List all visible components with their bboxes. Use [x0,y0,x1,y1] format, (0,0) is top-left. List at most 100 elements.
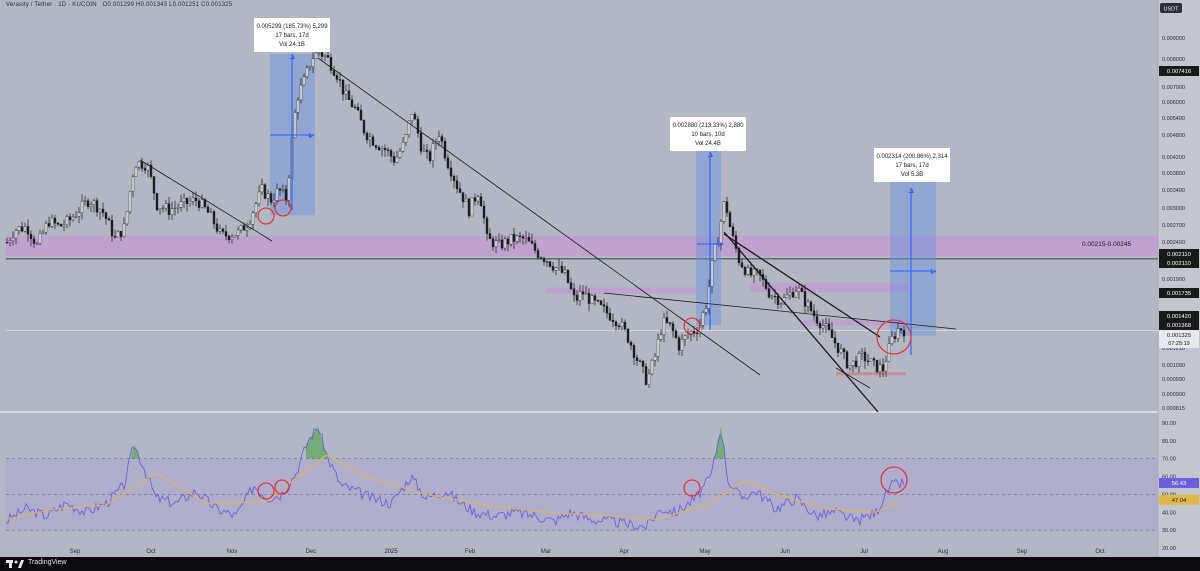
candle-body [326,55,330,58]
candle-body [446,157,450,169]
candle-body [779,303,783,305]
candle-body [836,342,840,353]
candle-body [485,217,489,234]
candle-body [116,231,120,238]
candle-body [287,177,291,201]
candle-body [464,198,468,202]
candle-body [122,223,126,237]
candle-body [200,199,204,208]
candle-body [506,238,510,245]
candle-body [875,359,879,373]
candle-body [242,225,246,231]
candle-body [827,323,831,330]
price-tick: 0.007000 [1162,85,1185,91]
candle-body [722,201,726,222]
candle-body [149,164,153,177]
rsi-tick: 30.00 [1162,528,1176,534]
candle-body [17,226,21,231]
candle-body [293,112,297,138]
candle-body [899,328,903,331]
candle-body [848,365,852,369]
candle-body [440,136,444,142]
candle-body [878,364,882,373]
candle-body [284,189,288,201]
candle-body [152,176,156,194]
candle-body [227,235,231,240]
candle-body [107,218,111,221]
candle-body [230,236,234,240]
candle-body [86,200,90,207]
footer-brand[interactable]: TradingView [28,559,67,566]
candle-body [167,203,171,215]
candle-body [260,184,264,193]
candle-body [584,293,588,295]
candle-body [665,317,669,323]
candle-body [605,306,609,314]
tradingview-logo-icon[interactable] [6,560,24,568]
candle-body [101,208,105,213]
candle-body [794,291,798,298]
candle-body [371,136,375,146]
candle-body [833,337,837,344]
candle-body [632,345,636,358]
price-tick: 0.004800 [1162,133,1185,139]
candle-body [692,331,696,334]
measure-bars: 17 bars, 17d [895,163,928,169]
candle-body [269,193,273,203]
price-tick: 0.001090 [1162,363,1185,369]
candle-body [482,205,486,219]
candle-body [341,79,345,95]
rsi-line [5,427,905,532]
candle-body [410,113,414,122]
candle-body [221,228,225,232]
candle-body [581,291,585,295]
tag-recent-high-bg [1159,66,1199,76]
candle-body [110,219,114,237]
candle-body [335,75,339,80]
ohlc-c-label: C [201,2,206,8]
candle-body [797,287,801,292]
candle-body [626,328,630,343]
tag-res-low-text: 0.001420 [1167,314,1191,320]
candle-body [146,164,150,171]
candle-body [737,248,741,264]
candle-body [521,236,525,239]
measure-label-0: 0.005299 (185.73%) 5,299 17 bars, 17d Vol … [254,18,330,52]
candle-body [56,222,60,225]
candle-body [662,317,666,336]
candle-body [845,351,849,369]
candle-body [131,176,135,192]
candle-body [896,328,900,339]
candle-body [509,233,513,245]
arrow-up-1-head [289,53,296,60]
candle-body [518,235,522,237]
rsi-ma-line [5,454,903,520]
candle-body [8,240,12,243]
candle-body [386,149,390,151]
candle-body [659,334,663,340]
candle-body [338,79,342,81]
candle-body [158,208,162,211]
tag-line-b-text: 0.002110 [1167,261,1191,267]
candle-body [824,323,828,326]
candle-body [740,262,744,268]
highlight-circle-0 [257,207,275,225]
candle-body [884,361,888,372]
candle-body [644,366,648,385]
arrow-up-3-head [908,187,915,194]
candle-body [872,358,876,361]
candle-body [458,188,462,193]
candle-body [224,231,228,237]
time-tick: Nov [227,549,238,555]
candle-body [587,293,591,304]
currency-badge: USDT [1160,3,1182,13]
candle-body [278,188,282,191]
candle-body [38,232,42,244]
candle-body [863,351,867,362]
candle-body [281,189,285,191]
candle-body [893,336,897,339]
chart-canvas[interactable]: 0.005299 (185.73%) 5,299 17 bars, 17d Vol … [0,0,1200,557]
candle-body [356,106,360,111]
candle-body [545,261,549,263]
candle-body [830,329,834,338]
